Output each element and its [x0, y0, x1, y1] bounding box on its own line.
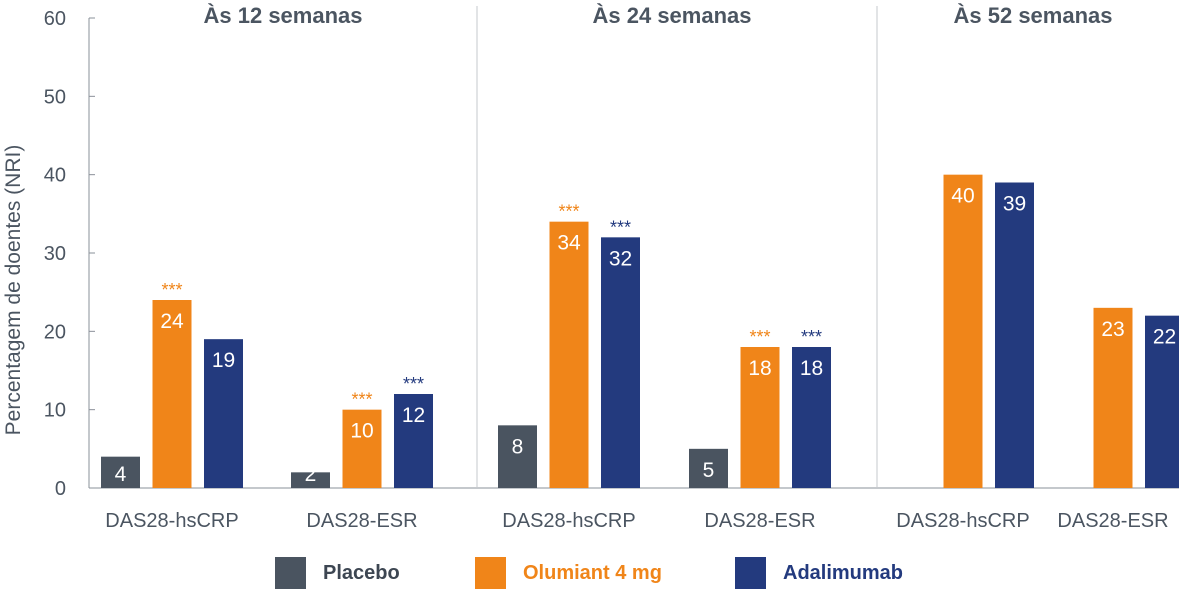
significance-marker: ***	[558, 202, 579, 222]
legend-label: Olumiant 4 mg	[523, 562, 662, 584]
bar	[291, 472, 330, 488]
category-label: DAS28-ESR	[1057, 510, 1168, 532]
legend-swatch	[475, 557, 506, 589]
data-label: 34	[557, 232, 581, 255]
significance-marker: ***	[161, 280, 182, 300]
category-label: DAS28-hsCRP	[502, 510, 635, 532]
bar	[152, 300, 192, 488]
bar	[740, 347, 780, 488]
panel-title: Às 24 semanas	[593, 3, 752, 28]
data-label: 8	[512, 435, 524, 458]
bar	[204, 339, 243, 488]
bar	[1145, 315, 1179, 488]
bar	[689, 448, 728, 488]
significance-marker: ***	[403, 374, 424, 394]
legend-label: Placebo	[323, 562, 400, 584]
category-label: DAS28-ESR	[306, 510, 417, 532]
bars-layer: Às 12 semanas DAS28-hsCRP 4 24 *** 19 DAS28-ES…	[101, 3, 1179, 532]
y-tick-label: 20	[44, 321, 66, 343]
data-label: 19	[212, 349, 235, 372]
data-label: 23	[1101, 318, 1124, 341]
y-tick-label: 30	[44, 243, 66, 265]
significance-marker: ***	[749, 327, 770, 347]
bar	[498, 425, 537, 488]
legend-swatch	[275, 557, 306, 589]
data-label: 12	[402, 404, 425, 427]
data-label: 18	[800, 357, 823, 380]
y-tick-label: 0	[55, 478, 66, 500]
bar	[943, 174, 983, 488]
data-label: 39	[1003, 193, 1026, 216]
data-label: 24	[160, 310, 184, 333]
legend: Placebo Olumiant 4 mg Adalimumab	[275, 557, 903, 589]
bar	[601, 237, 640, 488]
significance-marker: ***	[351, 390, 372, 410]
data-label: 4	[115, 463, 127, 486]
data-label: 10	[350, 420, 373, 443]
legend-swatch	[735, 557, 766, 589]
bar	[394, 394, 433, 488]
data-label: 18	[748, 357, 771, 380]
category-label: DAS28-hsCRP	[105, 510, 238, 532]
y-tick-label: 40	[44, 165, 66, 187]
y-axis-label: Percentagem de doentes (NRI)	[2, 145, 25, 436]
y-tick-label: 50	[44, 86, 66, 108]
panel-title: Às 52 semanas	[954, 3, 1113, 28]
data-label: 22	[1153, 326, 1176, 349]
legend-label: Adalimumab	[783, 562, 903, 584]
significance-marker: ***	[801, 327, 822, 347]
y-tick-label: 10	[44, 400, 66, 422]
data-label: 32	[609, 247, 632, 270]
bar	[101, 456, 140, 488]
bar	[995, 182, 1034, 488]
y-tick-label: 60	[44, 8, 66, 30]
significance-marker: ***	[610, 217, 631, 237]
category-label: DAS28-hsCRP	[896, 510, 1029, 532]
bar	[792, 347, 831, 488]
data-label: 40	[951, 185, 974, 208]
bar	[549, 221, 589, 488]
bar	[1093, 307, 1133, 488]
panel-title: Às 12 semanas	[204, 3, 363, 28]
data-label: 5	[703, 459, 715, 482]
category-label: DAS28-ESR	[704, 510, 815, 532]
bar	[342, 409, 382, 488]
data-label: 2	[305, 463, 317, 486]
